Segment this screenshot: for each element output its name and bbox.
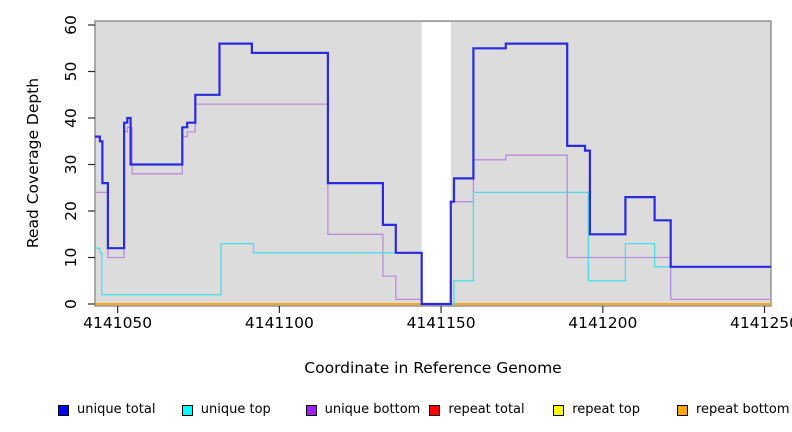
- y-tick-label: 30: [62, 155, 80, 175]
- legend-label: unique bottom: [324, 402, 421, 417]
- legend-swatch-unique-bottom: [305, 404, 317, 416]
- legend-label: repeat top: [572, 402, 640, 417]
- line-unique-total: [95, 42, 771, 306]
- y-tick-label: 40: [62, 108, 80, 128]
- x-tick-label: 4141100: [245, 314, 314, 332]
- no-data-gap: [421, 22, 451, 303]
- legend-item-unique-top: unique top: [181, 402, 271, 418]
- x-axis-title: Coordinate in Reference Genome: [304, 359, 562, 377]
- legend-item-repeat-top: repeat top: [553, 402, 640, 418]
- y-axis-title: Read Coverage Depth: [24, 77, 42, 249]
- legend-label: unique top: [200, 402, 271, 417]
- legend-swatch-repeat-bottom: [677, 404, 688, 416]
- y-tick-label: 0: [62, 299, 80, 309]
- legend-item-unique-bottom: unique bottom: [305, 402, 421, 418]
- legend-label: repeat total: [448, 402, 525, 417]
- line-unique-bottom: [95, 103, 771, 305]
- x-tick-label: 4141050: [83, 314, 152, 332]
- legend-swatch-unique-total: [58, 404, 69, 416]
- legend-item-repeat-bottom: repeat bottom: [677, 402, 790, 418]
- y-tick-label: 50: [62, 62, 80, 82]
- legend: unique total unique top unique bottom repea…: [0, 402, 792, 422]
- x-tick-label: 4141150: [407, 314, 476, 332]
- legend-label: unique total: [77, 402, 156, 417]
- x-tick-label: 4141200: [568, 314, 637, 332]
- y-tick-label: 20: [62, 201, 80, 221]
- legend-swatch-repeat-total: [429, 404, 441, 416]
- y-tick-label: 60: [62, 15, 80, 35]
- legend-label: repeat bottom: [696, 402, 790, 417]
- legend-swatch-repeat-top: [553, 404, 565, 416]
- plot-border: [94, 20, 772, 307]
- legend-item-repeat-total: repeat total: [429, 402, 525, 418]
- legend-swatch-unique-top: [181, 404, 193, 416]
- y-tick-label: 10: [62, 248, 80, 268]
- legend-item-unique-total: unique total: [58, 402, 155, 418]
